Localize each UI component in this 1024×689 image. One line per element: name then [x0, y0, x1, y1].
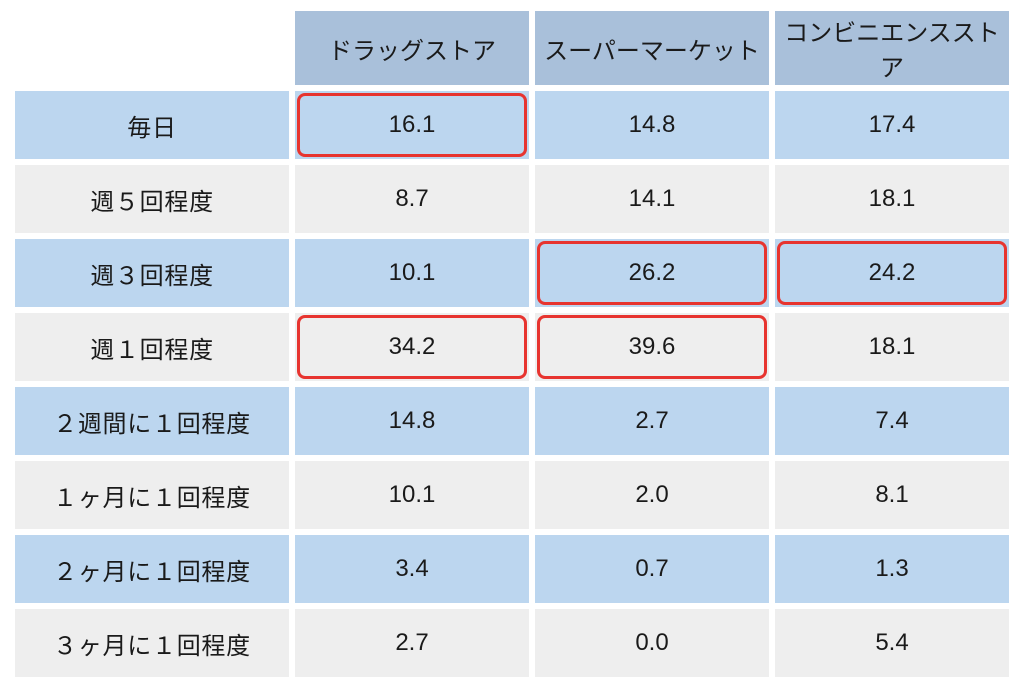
data-cell: 24.2	[772, 236, 1012, 310]
data-cell: 2.7	[532, 384, 772, 458]
data-cell: 0.7	[532, 532, 772, 606]
data-cell: 3.4	[292, 532, 532, 606]
row-header: 週１回程度	[12, 310, 292, 384]
table-row: 週５回程度8.714.118.1	[12, 162, 1012, 236]
column-header: コンビニエンスストア	[772, 8, 1012, 88]
table-row: ３ヶ月に１回程度2.70.05.4	[12, 606, 1012, 680]
table-row: 毎日16.114.817.4	[12, 88, 1012, 162]
data-cell: 1.3	[772, 532, 1012, 606]
row-header: 週３回程度	[12, 236, 292, 310]
row-header: 週５回程度	[12, 162, 292, 236]
data-cell: 7.4	[772, 384, 1012, 458]
table-header-row: ドラッグストア スーパーマーケット コンビニエンスストア	[12, 8, 1012, 88]
table-corner-cell	[12, 8, 292, 88]
data-cell: 14.8	[532, 88, 772, 162]
data-cell: 18.1	[772, 310, 1012, 384]
row-header: 毎日	[12, 88, 292, 162]
data-cell: 8.1	[772, 458, 1012, 532]
table-row: ２ヶ月に１回程度3.40.71.3	[12, 532, 1012, 606]
table-row: ２週間に１回程度14.82.77.4	[12, 384, 1012, 458]
data-table: ドラッグストア スーパーマーケット コンビニエンスストア 毎日16.114.81…	[12, 8, 1012, 680]
data-cell: 2.7	[292, 606, 532, 680]
data-cell: 34.2	[292, 310, 532, 384]
data-cell: 18.1	[772, 162, 1012, 236]
data-cell: 14.8	[292, 384, 532, 458]
column-header: ドラッグストア	[292, 8, 532, 88]
data-cell: 10.1	[292, 458, 532, 532]
row-header: ２週間に１回程度	[12, 384, 292, 458]
data-cell: 14.1	[532, 162, 772, 236]
row-header: １ヶ月に１回程度	[12, 458, 292, 532]
table-container: ドラッグストア スーパーマーケット コンビニエンスストア 毎日16.114.81…	[0, 0, 1024, 689]
table-row: 週３回程度10.126.224.2	[12, 236, 1012, 310]
table-row: １ヶ月に１回程度10.12.08.1	[12, 458, 1012, 532]
data-cell: 16.1	[292, 88, 532, 162]
row-header: ２ヶ月に１回程度	[12, 532, 292, 606]
table-body: 毎日16.114.817.4週５回程度8.714.118.1週３回程度10.12…	[12, 88, 1012, 680]
data-cell: 0.0	[532, 606, 772, 680]
data-cell: 39.6	[532, 310, 772, 384]
data-cell: 8.7	[292, 162, 532, 236]
row-header: ３ヶ月に１回程度	[12, 606, 292, 680]
data-cell: 10.1	[292, 236, 532, 310]
data-cell: 2.0	[532, 458, 772, 532]
data-cell: 5.4	[772, 606, 1012, 680]
table-row: 週１回程度34.239.618.1	[12, 310, 1012, 384]
data-cell: 17.4	[772, 88, 1012, 162]
data-cell: 26.2	[532, 236, 772, 310]
column-header: スーパーマーケット	[532, 8, 772, 88]
